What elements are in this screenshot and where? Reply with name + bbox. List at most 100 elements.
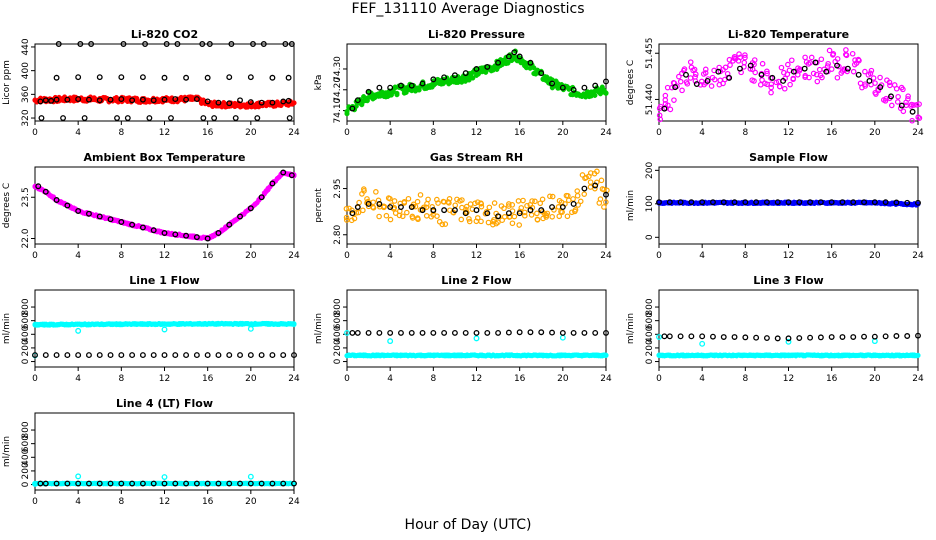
data-point-black — [286, 115, 293, 121]
data-point-black — [365, 88, 372, 95]
x-tick-label: 0 — [656, 251, 662, 261]
data-point-magenta — [868, 67, 875, 74]
data-point-black — [441, 74, 448, 81]
y-tick-label: 600 — [333, 312, 343, 329]
data-point-cyan — [699, 340, 706, 347]
data-point-orange — [452, 202, 459, 209]
data-point-magenta — [759, 60, 766, 67]
data-point-orange — [458, 216, 465, 223]
data-point-orange — [405, 195, 412, 202]
data-point-black — [796, 335, 803, 341]
data-point-cyan — [915, 352, 921, 358]
data-point-black — [288, 41, 295, 47]
data-point-orange — [511, 213, 518, 220]
data-point-black — [86, 210, 92, 217]
data-point-black — [139, 96, 146, 103]
x-tick-label: 24 — [288, 374, 300, 384]
data-point-black — [430, 76, 437, 83]
data-point-magenta — [759, 77, 765, 83]
data-point-magenta — [807, 60, 813, 66]
data-point-black — [441, 329, 448, 336]
data-point-magenta — [808, 54, 815, 61]
data-point-black — [365, 329, 372, 336]
data-point-red — [291, 100, 297, 106]
data-point-black — [349, 210, 356, 217]
chart-title: Ambient Box Temperature — [84, 151, 246, 164]
data-point-black — [139, 224, 146, 231]
data-point-magenta — [687, 59, 694, 65]
data-point-magenta — [731, 55, 737, 62]
x-tick-label: 4 — [387, 251, 393, 261]
y-axis-label: ml/min — [2, 436, 12, 467]
data-point-black — [81, 115, 88, 121]
data-point-cyan — [603, 352, 609, 358]
data-point-black — [527, 207, 534, 214]
data-point-black — [495, 213, 502, 220]
data-point-black — [129, 97, 136, 104]
chart-panel-li820-pressure: Li-820 Pressure kPa 0 4 8 12 16 20 24 74.1074.207… — [314, 28, 612, 138]
data-point-black — [441, 207, 448, 214]
data-point-black — [237, 480, 243, 487]
x-tick-label: 12 — [783, 128, 794, 138]
data-point-magenta — [702, 70, 709, 76]
x-tick-label: 12 — [783, 251, 794, 261]
data-point-black — [661, 105, 668, 112]
data-point-magenta — [888, 102, 895, 109]
data-point-black — [398, 82, 404, 89]
data-point-black — [871, 333, 878, 340]
data-point-black — [96, 74, 103, 81]
data-point-black — [473, 207, 480, 214]
data-point-black — [172, 231, 179, 238]
data-point-orange — [574, 188, 581, 194]
data-point-black — [247, 205, 254, 212]
data-point-black — [53, 352, 60, 359]
data-point-magenta — [727, 62, 733, 68]
y-axis-label: ml/min — [314, 313, 324, 344]
data-point-black — [129, 480, 136, 487]
x-tick-label: 4 — [75, 128, 81, 138]
data-point-cyan — [75, 473, 82, 480]
data-point-orange — [539, 196, 546, 203]
x-tick-label: 4 — [75, 374, 81, 384]
data-point-magenta — [708, 83, 715, 89]
data-point-orange — [520, 197, 526, 204]
data-point-magenta — [843, 47, 849, 53]
data-point-cyan — [32, 480, 38, 487]
y-tick-label: 0 — [21, 358, 31, 364]
data-point-black — [32, 352, 38, 359]
data-point-orange — [563, 192, 570, 199]
data-point-orange — [466, 218, 473, 225]
data-point-orange — [601, 186, 607, 193]
data-point-black — [704, 78, 711, 84]
data-point-black — [559, 329, 566, 336]
data-point-magenta — [880, 97, 887, 103]
data-point-cyan — [247, 473, 254, 480]
data-point-black — [603, 329, 609, 336]
x-tick-label: 8 — [430, 128, 436, 138]
data-point-magenta — [669, 84, 675, 91]
data-point-orange — [587, 184, 594, 190]
data-point-orange — [491, 200, 498, 206]
data-point-magenta — [788, 57, 795, 64]
plot-frame — [346, 43, 607, 122]
data-point-black — [204, 98, 211, 105]
data-point-magenta — [913, 101, 920, 108]
data-point-black — [280, 169, 287, 176]
data-point-magenta — [781, 85, 788, 92]
data-point-orange — [581, 191, 588, 197]
data-point-black — [146, 115, 153, 121]
data-point-black — [150, 227, 157, 234]
data-point-magenta — [702, 66, 709, 73]
data-point-black — [753, 334, 760, 341]
data-point-magenta — [891, 82, 898, 88]
data-point-black — [915, 199, 921, 206]
data-point-black — [473, 329, 480, 336]
data-point-orange — [506, 201, 512, 207]
data-point-orange — [360, 207, 366, 214]
data-point-black — [720, 199, 727, 206]
data-point-black — [269, 99, 276, 106]
data-point-orange — [558, 208, 564, 215]
data-point-orange — [598, 177, 605, 184]
data-point-black — [150, 97, 157, 104]
